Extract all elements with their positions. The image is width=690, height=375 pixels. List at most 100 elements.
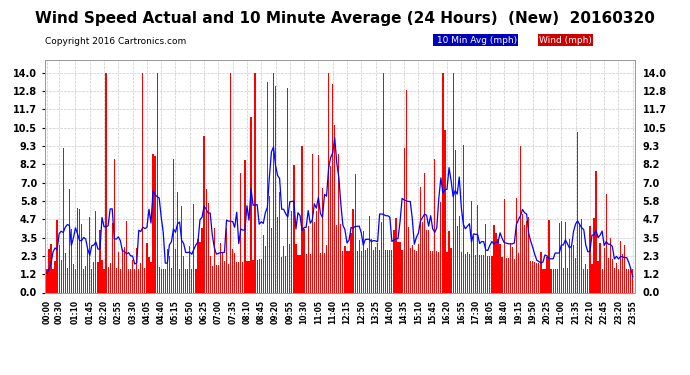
Bar [250, 117, 252, 292]
Bar [138, 269, 139, 292]
Bar [150, 262, 152, 292]
Bar [442, 73, 444, 292]
Bar [289, 244, 290, 292]
Bar [497, 239, 499, 292]
Bar [632, 269, 633, 292]
Bar [181, 206, 182, 292]
Bar [199, 242, 201, 292]
Bar [89, 217, 90, 292]
Bar [365, 251, 366, 292]
Bar [602, 269, 603, 292]
Bar [451, 248, 452, 292]
Bar [255, 73, 256, 292]
Bar [308, 226, 309, 292]
Bar [557, 269, 558, 292]
Bar [351, 233, 352, 292]
Bar [306, 254, 307, 292]
Bar [549, 220, 550, 292]
Bar [534, 262, 535, 292]
Bar [361, 251, 362, 292]
Bar [514, 259, 515, 292]
Bar [346, 251, 348, 292]
Bar [624, 244, 625, 292]
Bar [218, 265, 219, 292]
Bar [126, 221, 127, 292]
Bar [622, 254, 623, 292]
Bar [355, 174, 356, 292]
Bar [240, 173, 241, 292]
Bar [369, 216, 370, 292]
Bar [277, 217, 278, 292]
Bar [593, 218, 595, 292]
Bar [400, 242, 401, 292]
Bar [546, 257, 548, 292]
Bar [48, 249, 50, 292]
Bar [542, 269, 544, 292]
Bar [130, 269, 131, 292]
Bar [95, 211, 97, 292]
Bar [242, 262, 244, 292]
Bar [328, 73, 329, 292]
Bar [234, 254, 235, 292]
Bar [342, 251, 344, 292]
Bar [221, 253, 223, 292]
Bar [124, 247, 125, 292]
Bar [232, 249, 233, 292]
Bar [612, 259, 613, 292]
Bar [99, 230, 101, 292]
Bar [630, 268, 631, 292]
Bar [438, 252, 440, 292]
Bar [61, 260, 62, 292]
Bar [410, 248, 411, 292]
Bar [538, 263, 540, 292]
Bar [132, 260, 133, 292]
Bar [418, 244, 419, 292]
Bar [563, 268, 564, 292]
Bar [357, 251, 358, 292]
Bar [320, 253, 321, 292]
Bar [453, 73, 454, 292]
Bar [236, 262, 237, 292]
Bar [471, 201, 472, 292]
Bar [85, 266, 86, 292]
Bar [555, 269, 556, 292]
Bar [295, 244, 297, 292]
Bar [406, 90, 407, 292]
Bar [246, 261, 248, 292]
Bar [46, 269, 48, 292]
Bar [491, 256, 493, 292]
Bar [371, 239, 372, 292]
Bar [595, 171, 597, 292]
Bar [179, 269, 180, 292]
Bar [430, 251, 431, 292]
Bar [324, 252, 325, 292]
Bar [204, 136, 205, 292]
Bar [267, 82, 268, 292]
Bar [334, 125, 335, 292]
Bar [63, 148, 64, 292]
Bar [502, 257, 503, 292]
Bar [163, 269, 164, 292]
Bar [434, 159, 435, 292]
Bar [114, 159, 115, 292]
Bar [340, 224, 342, 292]
Bar [487, 256, 489, 292]
Bar [585, 264, 586, 292]
Bar [469, 254, 470, 292]
Bar [436, 252, 437, 292]
Bar [208, 203, 209, 292]
Bar [393, 230, 395, 292]
Bar [598, 261, 599, 292]
Text: Wind Speed Actual and 10 Minute Average (24 Hours)  (New)  20160320: Wind Speed Actual and 10 Minute Average … [35, 11, 655, 26]
Bar [261, 259, 262, 292]
Bar [461, 252, 462, 292]
Bar [112, 223, 113, 292]
Bar [67, 268, 68, 292]
Bar [520, 147, 521, 292]
Bar [265, 246, 266, 292]
Bar [293, 165, 295, 292]
Bar [397, 242, 399, 292]
Bar [291, 211, 293, 292]
Text: Copyright 2016 Cartronics.com: Copyright 2016 Cartronics.com [45, 38, 186, 46]
Bar [348, 251, 350, 292]
